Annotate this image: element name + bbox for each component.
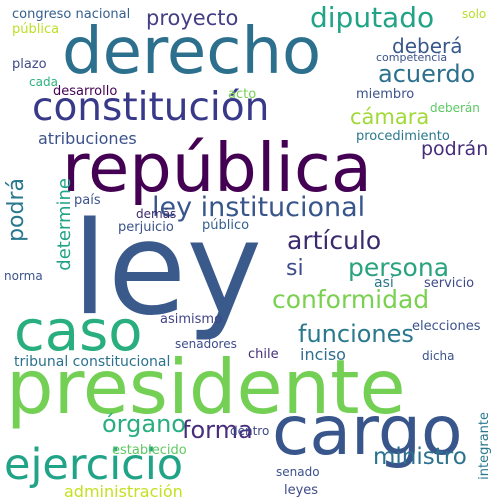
word-perjuicio: perjuicio <box>118 220 174 235</box>
word-ejercicio: ejercicio <box>4 440 184 490</box>
word-constitucion: constitución <box>32 85 270 130</box>
word-inciso: inciso <box>300 345 346 364</box>
word-senado: senado <box>276 465 320 479</box>
word-senadores: senadores <box>175 337 237 351</box>
word-acto: acto <box>228 87 257 102</box>
word-asimismo: asimismo <box>160 312 223 327</box>
word-establecido: establecido <box>112 443 187 458</box>
word-acuerdo: acuerdo <box>378 60 476 88</box>
word-leyes: leyes <box>284 483 319 498</box>
word-ministro: ministro <box>373 444 467 470</box>
word-procedimiento: procedimiento <box>356 129 450 144</box>
word-conformidad: conformidad <box>272 285 430 314</box>
word-tribunal-constitucional: tribunal constitucional <box>14 354 171 370</box>
word-presidente: presidente <box>6 343 406 431</box>
word-debera: deberá <box>392 34 463 58</box>
word-cada: cada <box>29 75 58 89</box>
word-norma: norma <box>4 269 43 283</box>
word-dentro: dentro <box>230 424 270 438</box>
word-podran: podrán <box>421 138 489 160</box>
word-ley: ley <box>72 195 263 344</box>
word-publica: pública <box>12 22 60 37</box>
word-desarrollo: desarrollo <box>53 84 118 99</box>
word-diputado: diputado <box>310 1 435 34</box>
word-dicha: dicha <box>422 349 455 363</box>
word-plazo: plazo <box>12 57 47 72</box>
word-administracion: administración <box>64 482 183 500</box>
word-organo: órgano <box>102 410 186 438</box>
word-articulo: artículo <box>287 226 382 255</box>
word-cargo: cargo <box>272 392 463 471</box>
word-publico: público <box>202 218 250 233</box>
word-persona: persona <box>348 253 450 282</box>
word-pais: país <box>74 193 101 208</box>
word-demas: demás <box>136 207 177 221</box>
word-chile: chile <box>248 347 279 362</box>
word-si: si <box>286 256 304 281</box>
word-competencia: competencia <box>376 51 448 64</box>
word-forma: forma <box>182 416 253 444</box>
word-asi: así <box>374 275 394 291</box>
word-congreso-nacional: congreso nacional <box>12 7 131 22</box>
word-integrante: integrante <box>477 412 492 480</box>
word-determine: determine <box>54 178 75 271</box>
word-elecciones: elecciones <box>412 319 481 334</box>
word-atribuciones: atribuciones <box>38 129 137 148</box>
word-podra: podrá <box>4 178 29 242</box>
word-servicio: servicio <box>424 276 475 291</box>
word-republica: república <box>62 129 372 207</box>
word-proyecto: proyecto <box>146 6 239 30</box>
word-camara: cámara <box>350 105 430 129</box>
word-funciones: funciones <box>298 320 414 348</box>
word-ley-institucional: ley institucional <box>152 192 366 223</box>
word-solo: solo <box>462 7 487 21</box>
word-derecho: derecho <box>62 15 322 89</box>
word-miembro: miembro <box>356 87 415 102</box>
word-caso: caso <box>14 299 143 364</box>
word-deberan: deberán <box>430 101 480 115</box>
